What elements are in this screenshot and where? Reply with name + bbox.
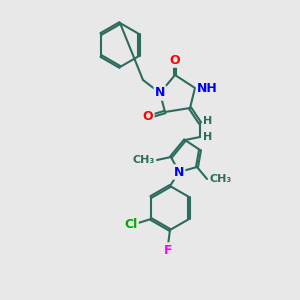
Text: CH₃: CH₃ (133, 155, 155, 165)
Text: N: N (174, 166, 184, 178)
Text: H: H (203, 116, 213, 126)
Text: NH: NH (197, 82, 218, 94)
Text: O: O (143, 110, 153, 124)
Text: N: N (155, 86, 165, 100)
Text: Cl: Cl (124, 218, 138, 232)
Text: H: H (203, 132, 213, 142)
Text: CH₃: CH₃ (209, 174, 231, 184)
Text: F: F (164, 244, 172, 256)
Text: O: O (170, 53, 180, 67)
